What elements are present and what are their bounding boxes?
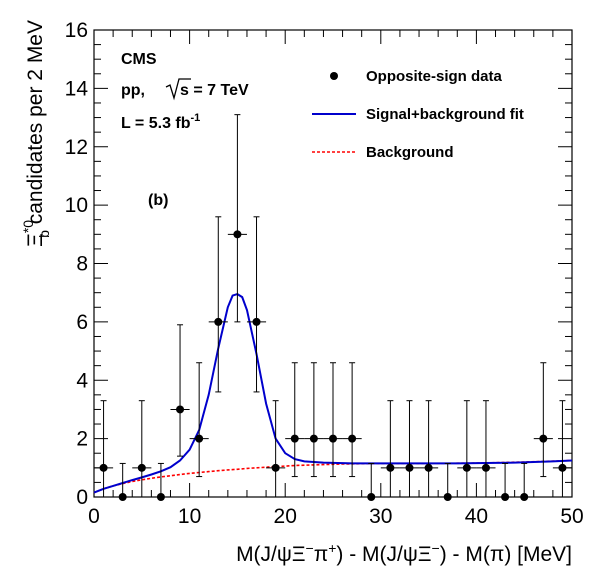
data-point (552, 400, 572, 497)
data-points-group (94, 114, 572, 501)
y-tick-label: 10 (65, 194, 88, 217)
data-marker (481, 463, 490, 472)
y-tick-label: 2 (76, 428, 88, 451)
data-point (113, 462, 133, 501)
energy-label: pp, s = 7 TeV (121, 78, 249, 101)
x-tick-label: 20 (274, 505, 297, 528)
data-marker (462, 463, 471, 472)
data-point (285, 362, 305, 478)
data-marker (214, 317, 223, 326)
data-marker (290, 434, 299, 443)
x-axis-title: M(J/ψΞ−π+) - M(J/ψΞ−) - M(π) [MeV] (236, 540, 572, 566)
data-point (476, 400, 496, 497)
data-marker (137, 463, 146, 472)
x-tick-label: 10 (178, 505, 201, 528)
data-marker (176, 405, 185, 414)
y-tick-label: 0 (76, 486, 88, 509)
x-tick-label: 50 (560, 505, 583, 528)
legend-label-fit: Signal+background fit (366, 106, 524, 123)
legend-label-data: Opposite-sign data (366, 68, 503, 85)
data-point (304, 362, 324, 478)
y-tick-label: 4 (76, 369, 88, 392)
data-marker (156, 493, 165, 501)
sqrt-symbol (165, 78, 191, 101)
fit-curve-group (93, 293, 573, 494)
plot-area: 0 10 20 30 40 50 0 2 4 6 8 10 12 14 16 (65, 19, 584, 528)
data-point (361, 462, 381, 501)
luminosity-label: L = 5.3 fb-1 (121, 112, 200, 132)
data-marker (271, 463, 280, 472)
x-tick-label: 0 (88, 505, 100, 528)
data-point (399, 400, 420, 497)
data-marker (233, 230, 242, 239)
y-tick-label: 12 (65, 136, 88, 159)
y-tick-label: 8 (76, 253, 88, 276)
background-curve (93, 459, 573, 494)
data-point (170, 324, 190, 457)
data-point (132, 400, 152, 497)
data-point (208, 216, 228, 393)
x-tick-label: 40 (465, 505, 488, 528)
svg-text:pp,: pp, (121, 82, 145, 99)
data-point (227, 114, 247, 323)
data-marker (309, 434, 318, 443)
panel-label: (b) (148, 192, 168, 209)
experiment-label: CMS (121, 51, 157, 68)
data-marker (252, 317, 261, 326)
data-marker (386, 463, 395, 472)
data-point (533, 362, 553, 478)
y-tick-label: 14 (65, 77, 89, 100)
legend-label-background: Background (366, 144, 454, 161)
data-marker (558, 463, 567, 472)
data-marker (348, 434, 357, 443)
data-marker (118, 493, 127, 501)
background-curve-group (93, 459, 573, 494)
data-point (495, 462, 515, 501)
data-marker (329, 434, 337, 443)
legend-marker-data (330, 72, 338, 80)
data-marker (539, 434, 548, 443)
data-point (457, 400, 477, 497)
svg-text:s = 7 TeV: s = 7 TeV (180, 82, 249, 99)
data-marker (367, 493, 376, 501)
data-marker (443, 493, 452, 501)
legend: Opposite-sign data Signal+background fit… (312, 68, 524, 161)
y-tick-label: 16 (65, 19, 88, 42)
data-point (151, 462, 171, 501)
data-point (514, 462, 534, 501)
y-tick-label: 6 (76, 311, 88, 334)
data-marker (424, 463, 433, 472)
data-point (266, 400, 286, 497)
signal-background-fit-curve (93, 293, 573, 494)
data-marker (501, 493, 510, 501)
data-point (94, 400, 114, 497)
data-point (246, 216, 267, 393)
data-marker (520, 493, 529, 501)
x-tick-label: 30 (369, 505, 392, 528)
data-point (323, 362, 343, 478)
data-point (438, 462, 458, 501)
y-axis-title: Ξ*0b candidates per 2 MeV (20, 20, 52, 247)
data-marker (195, 434, 204, 443)
data-point (380, 400, 400, 497)
svg-text:L = 5.3 fb-1: L = 5.3 fb-1 (121, 112, 200, 132)
data-point (189, 362, 209, 478)
axis-ticks: 0 10 20 30 40 50 0 2 4 6 8 10 12 14 16 (65, 19, 584, 528)
data-marker (99, 463, 108, 472)
data-point (342, 362, 362, 478)
data-marker (405, 463, 414, 472)
data-point (419, 400, 439, 497)
